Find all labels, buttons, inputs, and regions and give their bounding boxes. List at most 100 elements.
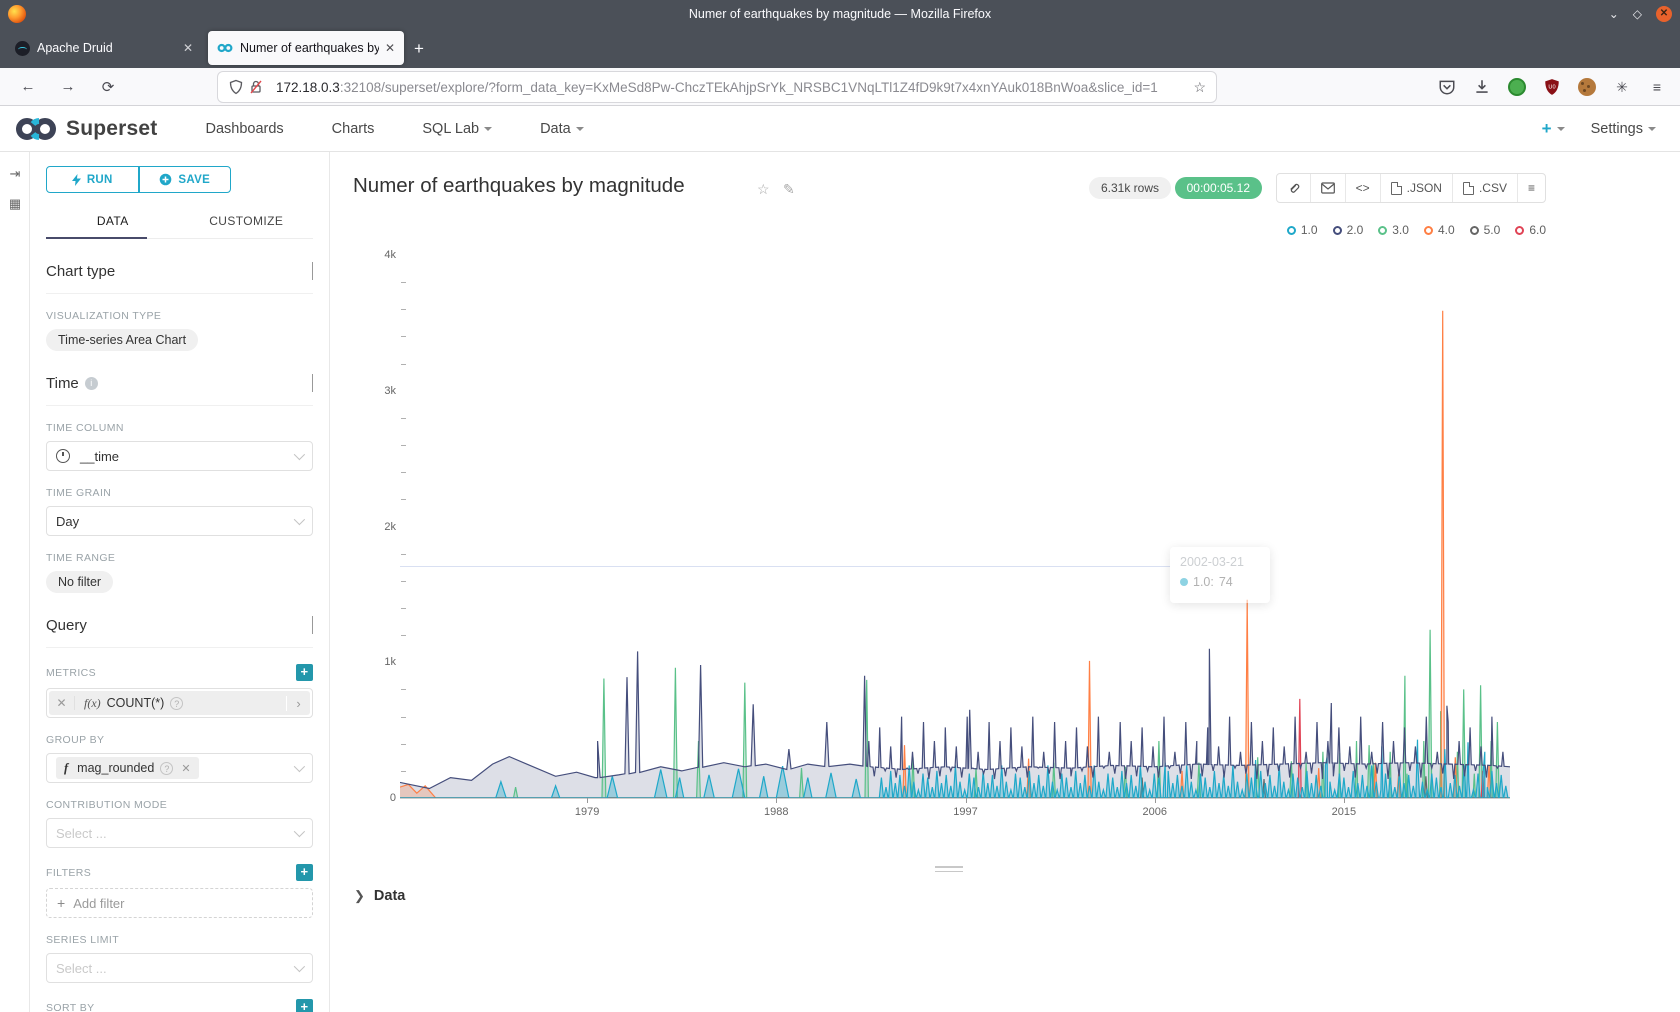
link-icon <box>1287 182 1300 195</box>
window-restore-icon[interactable]: ◇ <box>1633 7 1642 21</box>
add-sort-by-button[interactable]: + <box>296 999 313 1012</box>
legend-item-5.0[interactable]: 5.0 <box>1470 223 1501 237</box>
export-csv-button[interactable]: .CSV <box>1453 174 1518 202</box>
email-button[interactable] <box>1311 174 1346 202</box>
back-button[interactable]: ← <box>16 78 40 95</box>
legend-ring-icon <box>1287 226 1296 235</box>
timeseries-area-chart[interactable] <box>400 255 1510 798</box>
edit-title-icon[interactable]: ✎ <box>783 181 795 198</box>
nav-settings[interactable]: Settings <box>1591 121 1656 137</box>
group-by-select[interactable]: f mag_rounded ? ✕ <box>46 753 313 783</box>
add-filter-dropzone[interactable]: + Add filter <box>46 888 313 918</box>
expand-panel-icon[interactable]: ⇥ <box>0 166 30 182</box>
nav-data[interactable]: Data <box>540 121 584 137</box>
pocket-icon[interactable] <box>1438 78 1456 96</box>
nav-charts[interactable]: Charts <box>332 121 375 137</box>
help-icon: ? <box>160 762 173 775</box>
contribution-mode-select[interactable]: Select ... <box>46 818 313 848</box>
share-link-button[interactable] <box>1277 174 1311 202</box>
add-filter-button[interactable]: + <box>296 864 313 881</box>
menu-hamburger-icon[interactable]: ≡ <box>1648 78 1666 96</box>
window-minimize-icon[interactable]: ⌄ <box>1609 7 1619 21</box>
add-metric-button[interactable]: + <box>296 664 313 681</box>
time-grain-select[interactable]: Day <box>46 506 313 536</box>
embed-code-button[interactable]: <> <box>1346 174 1381 202</box>
dataset-grid-icon[interactable]: ▦ <box>0 196 30 212</box>
window-title: Numer of earthquakes by magnitude — Mozi… <box>0 7 1680 21</box>
tab-apache-druid[interactable]: Apache Druid ✕ <box>6 31 202 65</box>
viz-type-pill[interactable]: Time-series Area Chart <box>46 329 198 351</box>
extension-cookie-icon[interactable] <box>1578 78 1596 96</box>
chevron-down-icon <box>294 961 305 972</box>
legend-item-4.0[interactable]: 4.0 <box>1424 223 1455 237</box>
legend-ring-icon <box>1333 226 1342 235</box>
metric-item[interactable]: ✕ f(x)COUNT(*)? › <box>46 688 313 718</box>
chevron-down-icon <box>1648 127 1656 131</box>
legend-item-2.0[interactable]: 2.0 <box>1333 223 1364 237</box>
browser-tabbar: Apache Druid ✕ Numer of earthquakes by ✕… <box>0 28 1680 68</box>
filters-label: FILTERS + <box>46 864 313 881</box>
x-axis-tick <box>1155 798 1156 803</box>
legend-label: 2.0 <box>1347 223 1364 237</box>
tab-data[interactable]: DATA <box>46 205 180 238</box>
tracking-shield-icon[interactable] <box>228 79 244 95</box>
extension-privacy-icon[interactable] <box>1508 78 1526 96</box>
series-limit-select[interactable]: Select ... <box>46 953 313 983</box>
export-json-button[interactable]: .JSON <box>1381 174 1453 202</box>
ublock-icon[interactable]: U0 <box>1543 78 1561 96</box>
legend-ring-icon <box>1470 226 1479 235</box>
expand-metric-icon[interactable]: › <box>286 696 310 711</box>
fx-icon: f(x) <box>84 696 101 711</box>
url-bar[interactable]: 172.18.0.3:32108/superset/explore/?form_… <box>218 72 1216 102</box>
data-panel-toggle[interactable]: ❯ Data <box>354 888 405 904</box>
chevron-right-icon: ❯ <box>354 888 365 904</box>
remove-metric-icon[interactable]: ✕ <box>49 696 75 710</box>
favorite-star-icon[interactable]: ☆ <box>757 181 770 198</box>
nav-sql-lab[interactable]: SQL Lab <box>422 121 492 137</box>
tab-superset-explore[interactable]: Numer of earthquakes by ✕ <box>208 31 404 65</box>
tab-label: Numer of earthquakes by <box>240 41 379 55</box>
legend-item-1.0[interactable]: 1.0 <box>1287 223 1318 237</box>
viz-type-label: VISUALIZATION TYPE <box>46 310 313 322</box>
tooltip-series: 1.0: <box>1193 575 1214 589</box>
file-icon <box>1391 182 1402 195</box>
x-axis-tick <box>587 798 588 803</box>
panel-tabs: DATA CUSTOMIZE <box>46 205 313 239</box>
legend-ring-icon <box>1515 226 1524 235</box>
forward-button[interactable]: → <box>56 78 80 95</box>
tab-close-icon[interactable]: ✕ <box>183 41 193 55</box>
panel-resize-handle[interactable] <box>935 866 963 875</box>
time-range-pill[interactable]: No filter <box>46 571 113 593</box>
nav-dashboards[interactable]: Dashboards <box>205 121 283 137</box>
extension-asterisk-icon[interactable]: ✳ <box>1613 78 1631 96</box>
hamburger-icon: ≡ <box>1528 181 1535 195</box>
insecure-lock-icon[interactable] <box>248 79 264 95</box>
browser-toolbar: ← → ⟳ 172.18.0.3:32108/superset/explore/… <box>0 68 1680 106</box>
info-icon: i <box>85 377 98 390</box>
remove-group-by-icon[interactable]: ✕ <box>181 762 190 775</box>
tab-customize[interactable]: CUSTOMIZE <box>180 205 314 238</box>
lightning-icon <box>72 174 81 186</box>
save-button[interactable]: SAVE <box>139 166 232 193</box>
window-close-icon[interactable]: ✕ <box>1656 6 1672 22</box>
run-button[interactable]: RUN <box>46 166 139 193</box>
new-tab-button[interactable]: + <box>414 39 424 59</box>
section-query[interactable]: Query <box>46 617 313 634</box>
time-column-select[interactable]: __time <box>46 441 313 471</box>
superset-logo[interactable]: Superset <box>14 116 157 142</box>
add-new-button[interactable]: + <box>1542 119 1565 139</box>
bookmark-star-icon[interactable]: ☆ <box>1193 79 1206 96</box>
y-axis-label: 3k <box>356 385 396 397</box>
reload-button[interactable]: ⟳ <box>96 78 120 96</box>
downloads-icon[interactable] <box>1473 78 1491 96</box>
legend-item-3.0[interactable]: 3.0 <box>1378 223 1409 237</box>
url-host: 172.18.0.3 <box>276 80 340 95</box>
series-line-2.0 <box>400 649 1510 789</box>
legend-item-6.0[interactable]: 6.0 <box>1515 223 1546 237</box>
tab-close-icon[interactable]: ✕ <box>385 41 395 55</box>
group-by-pill[interactable]: f mag_rounded ? ✕ <box>56 757 199 779</box>
section-time[interactable]: Time i <box>46 375 313 392</box>
plus-circle-icon <box>159 173 172 186</box>
section-chart-type[interactable]: Chart type <box>46 263 313 280</box>
more-options-button[interactable]: ≡ <box>1518 174 1545 202</box>
